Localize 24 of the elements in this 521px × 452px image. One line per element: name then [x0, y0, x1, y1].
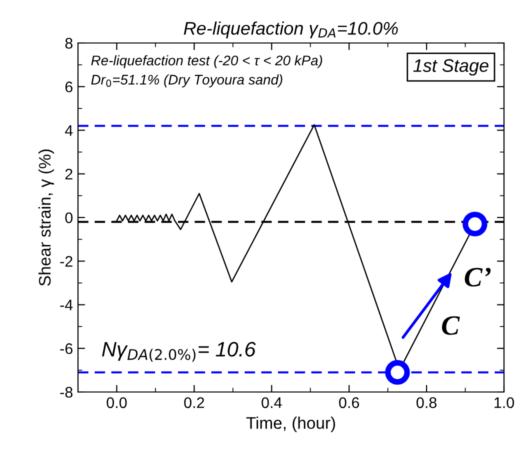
annotation: 1st Stage — [413, 59, 488, 76]
y-axis-title: Shear strain, γ (%) — [38, 150, 54, 286]
y-tick-label: -2 — [60, 256, 72, 267]
y-tick-label: 8 — [65, 38, 72, 49]
y-tick-label: -4 — [60, 300, 73, 310]
x-axis-title: Time, (hour) — [246, 416, 336, 432]
annotation: C — [442, 316, 460, 335]
x-tick-label: 0.2 — [184, 397, 204, 408]
y-tick-label: 6 — [65, 81, 72, 92]
y-tick-label: -6 — [60, 343, 72, 354]
x-tick-label: 0.4 — [262, 397, 282, 408]
chart-title: Re-liquefaction γ$_{DA}$=10.0% — [184, 21, 398, 38]
x-tick-label: 0.0 — [106, 397, 127, 408]
x-tick-label: 0.8 — [416, 397, 436, 408]
y-tick-label: 0 — [65, 212, 73, 224]
y-tick-label: -8 — [60, 386, 72, 398]
annotation: Nγ$_{DA(2.0%)}$= 10.6 — [102, 342, 256, 362]
y-tick-label: 4 — [64, 125, 73, 136]
x-tick-label: 1.0 — [494, 397, 514, 408]
annotation: C’ — [464, 268, 491, 287]
annotation: Dr$_{0}$=51.1% (Dry Toyoura sand) — [91, 74, 282, 88]
x-tick-label: 0.6 — [339, 397, 360, 408]
y-tick-label: 2 — [65, 168, 72, 180]
annotation: Re-liquefaction test (-20 < τ < 20 kPa) — [91, 55, 322, 68]
